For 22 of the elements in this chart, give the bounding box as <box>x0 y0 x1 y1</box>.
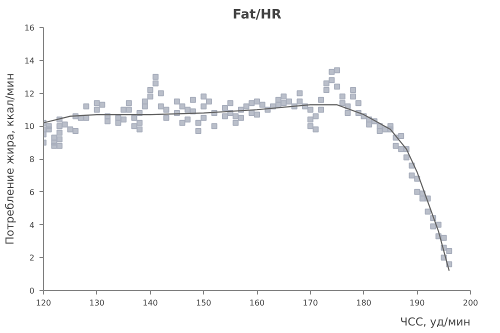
x-tick-label: 190 <box>409 298 425 308</box>
y-tick-label: 8 <box>29 155 35 164</box>
line-series <box>44 104 450 272</box>
x-tick-label: 170 <box>302 298 318 308</box>
y-tick-label: 10 <box>24 122 35 132</box>
y-tick-label: 6 <box>29 188 35 197</box>
y-axis-title: Потребление жира, ккал/мин <box>3 73 16 245</box>
x-tick-label: 120 <box>36 298 52 308</box>
x-tick-label: 200 <box>462 298 478 308</box>
y-tick-label: 4 <box>29 220 35 230</box>
y-tick-label: 0 <box>29 286 35 296</box>
x-tick-label: 160 <box>249 298 265 308</box>
y-tick-label: 2 <box>29 254 35 263</box>
y-tick-label: 14 <box>24 56 35 66</box>
chart-title: Fat/HR <box>232 8 282 22</box>
x-axis-title: ЧСС, уд/мин <box>400 316 471 328</box>
y-tick-label: 12 <box>24 89 35 98</box>
x-tick-label: 180 <box>356 298 372 308</box>
x-tick-label: 130 <box>89 298 105 308</box>
y-tick-label: 16 <box>24 24 35 32</box>
x-tick-label: 150 <box>196 298 212 308</box>
x-tick-label: 140 <box>142 298 158 308</box>
